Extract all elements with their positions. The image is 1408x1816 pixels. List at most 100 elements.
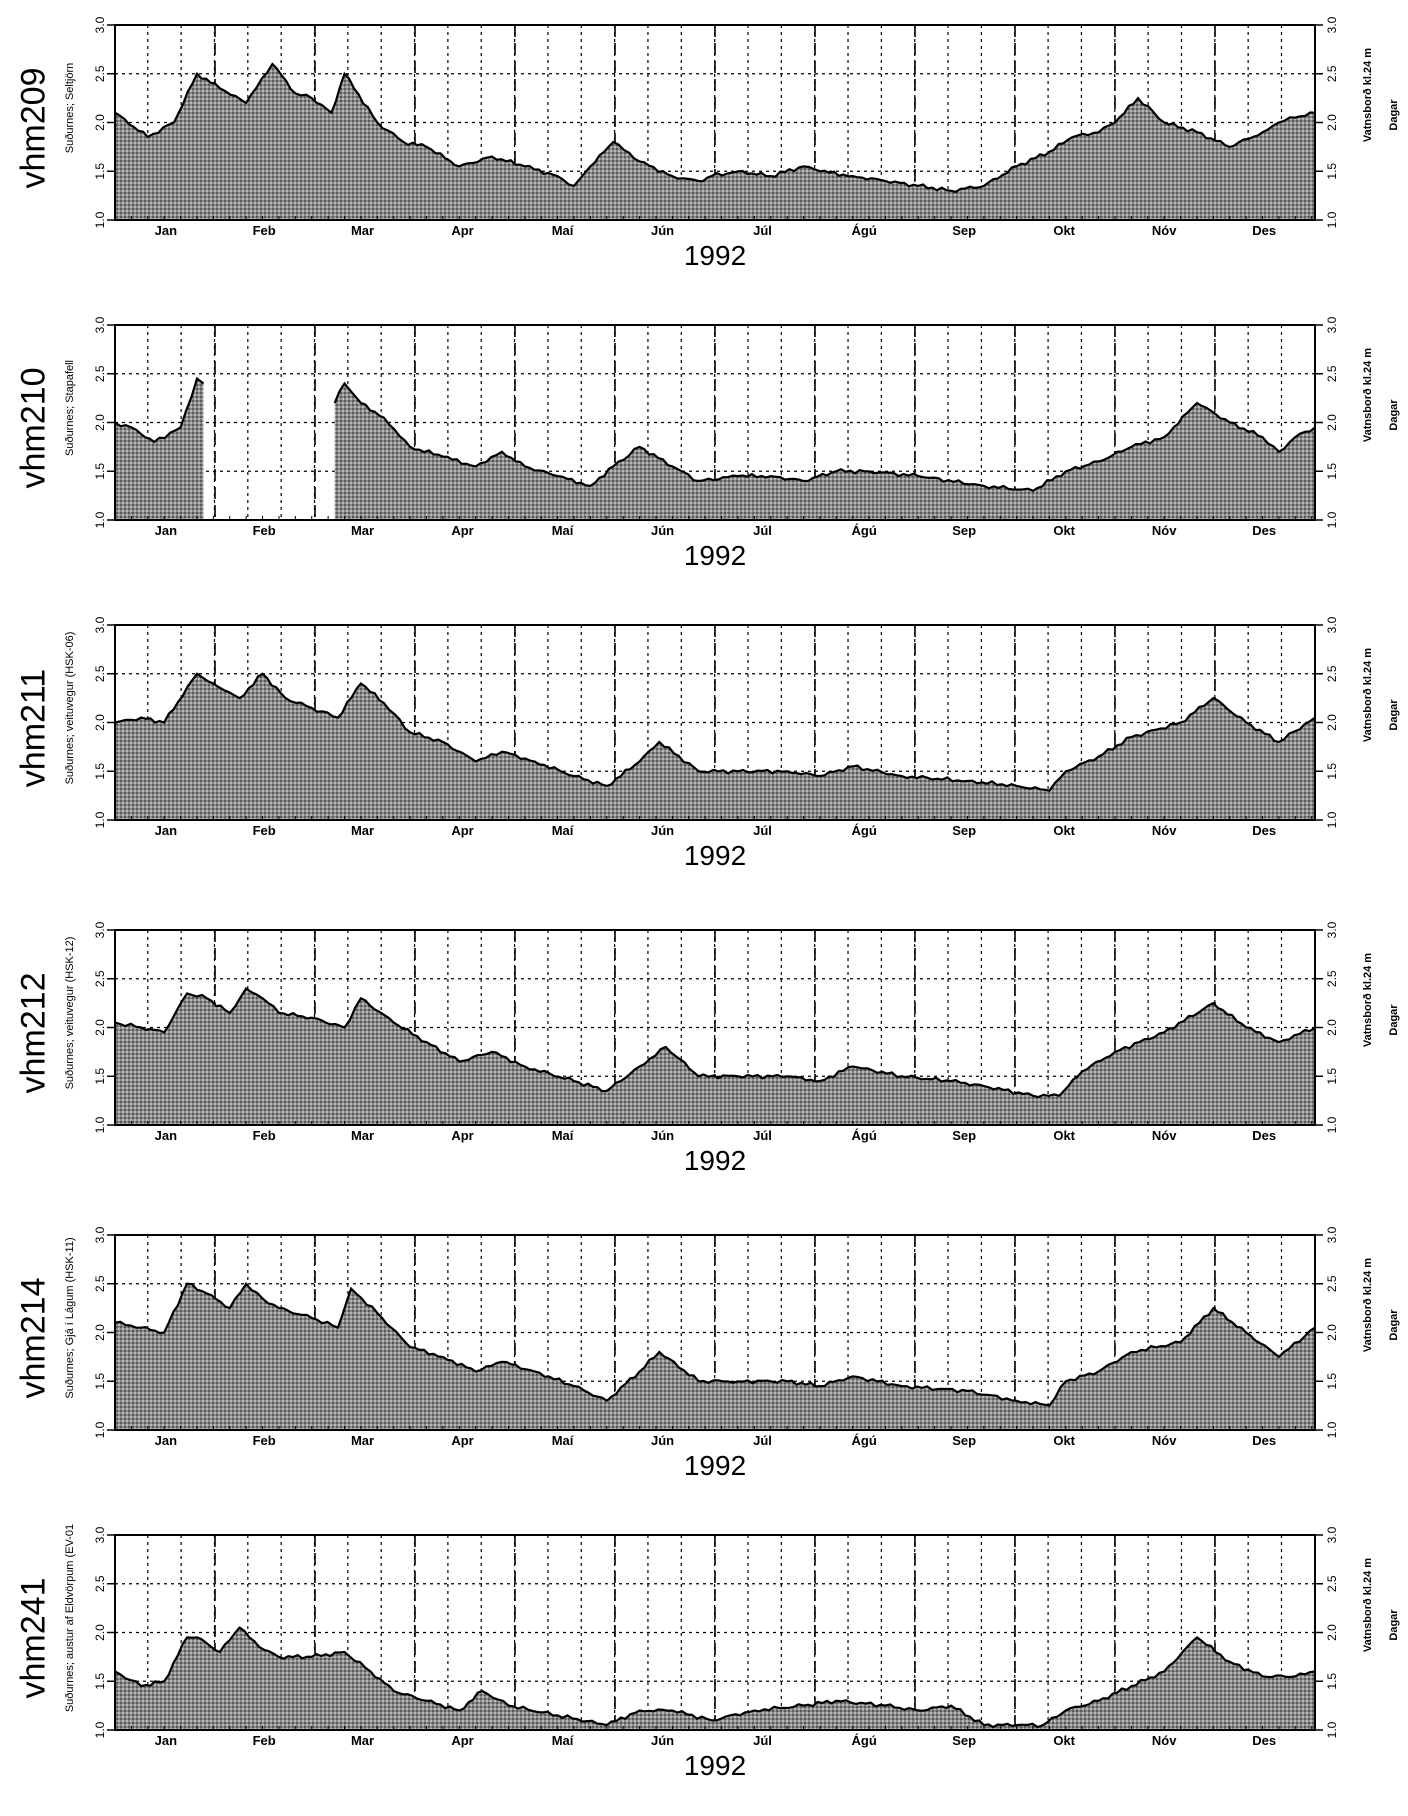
y-tick-label: 1.0 [93,211,107,228]
chart-panel: vhm209 Suðurnes; Seltjörn Vatnsborð kl.24 … [0,0,1408,300]
month-label: Nóv [1152,1128,1177,1143]
month-label: Mar [351,1733,374,1748]
chart-svg: 1.0 1.0 1.5 1.5 2.0 2.0 2.5 2.5 3.0 3.0 Jan Feb Mar A… [93,1226,1339,1448]
month-label: Jan [155,1128,177,1143]
month-label: Jún [651,223,674,238]
y-tick-label: 3.0 [93,316,107,333]
month-label: Des [1252,823,1276,838]
y-tick-label-right: 2.0 [1325,414,1339,431]
y-tick-label-right: 2.5 [1325,65,1339,82]
month-label: Des [1252,1128,1276,1143]
month-label: Maí [552,1433,574,1448]
y-tick-label-right: 2.0 [1325,114,1339,131]
y-tick-label-right: 1.0 [1325,511,1339,528]
y-tick-label: 2.0 [93,114,107,131]
y-tick-label: 2.0 [93,414,107,431]
month-label: Okt [1053,1733,1075,1748]
chart-svg: 1.0 1.0 1.5 1.5 2.0 2.0 2.5 2.5 3.0 3.0 Jan Feb Mar A… [93,921,1339,1143]
month-label: Maí [552,523,574,538]
water-level-line [333,381,1316,493]
y-tick-label-right: 1.5 [1325,1373,1339,1390]
month-label: Jún [651,1433,674,1448]
y-tick-label-right: 2.5 [1325,1575,1339,1592]
month-label: Sep [952,1433,976,1448]
month-label: Jan [155,523,177,538]
year-label: 1992 [683,1750,747,1781]
month-label: Mar [351,523,374,538]
month-label: Júl [753,223,772,238]
y-tick-label-right: 2.5 [1325,365,1339,382]
water-level-line [114,62,1316,194]
month-label: Des [1252,523,1276,538]
y-tick-label-right: 2.5 [1325,1275,1339,1292]
month-label: Okt [1053,523,1075,538]
month-label: Apr [451,823,473,838]
chart-svg: 1.0 1.0 1.5 1.5 2.0 2.0 2.5 2.5 3.0 3.0 Jan Feb Mar A… [93,616,1339,838]
month-label: Nóv [1152,523,1177,538]
y-tick-label-right: 1.0 [1325,1721,1339,1738]
y-tick-label: 2.5 [93,65,107,82]
y-tick-label-right: 3.0 [1325,16,1339,33]
chart-panel: vhm210 Suðurnes; Stapafell Vatnsborð kl.24… [0,300,1408,600]
month-label: Maí [552,1733,574,1748]
water-level-line [114,986,1316,1099]
y-tick-label: 2.5 [93,970,107,987]
y-tick-label: 1.0 [93,811,107,828]
y-tick-label-right: 2.5 [1325,665,1339,682]
month-label: Okt [1053,823,1075,838]
chart-panel: vhm214 Suðurnes; Gjá í Lágum (HSK-11) Vatn… [0,1210,1408,1510]
month-label: Feb [253,1433,276,1448]
month-label: Apr [451,1128,473,1143]
water-level-area [334,383,1315,520]
month-label: Des [1252,223,1276,238]
month-label: Jan [155,1733,177,1748]
chart-svg: 1.0 1.0 1.5 1.5 2.0 2.0 2.5 2.5 3.0 3.0 Jan Feb Mar A… [93,1526,1339,1748]
month-label: Apr [451,1433,473,1448]
month-label: Júl [753,523,772,538]
month-label: Jún [651,1128,674,1143]
y-tick-label: 1.0 [93,1721,107,1738]
month-label: Ágú [852,1733,877,1748]
water-level-area [115,1627,1315,1730]
year-label: 1992 [683,1450,747,1481]
y-tick-label: 1.5 [93,463,107,480]
month-label: Júl [753,1733,772,1748]
month-label: Apr [451,1733,473,1748]
month-label: Feb [253,1128,276,1143]
chart-svg: 1.0 1.0 1.5 1.5 2.0 2.0 2.5 2.5 3.0 3.0 Jan Feb Mar A… [93,316,1339,538]
water-level-line [114,1626,1316,1729]
month-label: Sep [952,823,976,838]
water-level-area [115,1283,1315,1430]
y-tick-label: 2.0 [93,1324,107,1341]
y-tick-label-right: 3.0 [1325,316,1339,333]
y-tick-label: 1.5 [93,1068,107,1085]
water-level-line [114,376,205,444]
y-tick-label-right: 2.0 [1325,1324,1339,1341]
y-tick-label-right: 1.5 [1325,1068,1339,1085]
y-tick-label: 2.0 [93,714,107,731]
chart-svg: 1.0 1.0 1.5 1.5 2.0 2.0 2.5 2.5 3.0 3.0 Jan Feb Mar A… [93,16,1339,238]
year-label: 1992 [683,240,747,271]
month-label: Feb [253,523,276,538]
chart-panel: vhm241 Suðurnes; austur af Eldvörpum (EV-… [0,1510,1408,1810]
month-label: Júl [753,1433,772,1448]
y-tick-label: 2.0 [93,1624,107,1641]
year-label: 1992 [683,840,747,871]
y-tick-label: 2.0 [93,1019,107,1036]
month-label: Ágú [852,823,877,838]
y-tick-label-right: 2.0 [1325,714,1339,731]
month-label: Jan [155,1433,177,1448]
month-label: Sep [952,523,976,538]
y-tick-label-right: 1.0 [1325,211,1339,228]
y-tick-label-right: 1.5 [1325,1673,1339,1690]
y-tick-label: 1.5 [93,1673,107,1690]
month-label: Jún [651,523,674,538]
month-label: Ágú [852,223,877,238]
month-label: Okt [1053,1433,1075,1448]
month-label: Feb [253,223,276,238]
y-tick-label: 2.5 [93,1575,107,1592]
y-tick-label-right: 1.5 [1325,763,1339,780]
month-label: Maí [552,1128,574,1143]
month-label: Nóv [1152,1733,1177,1748]
month-label: Jan [155,223,177,238]
